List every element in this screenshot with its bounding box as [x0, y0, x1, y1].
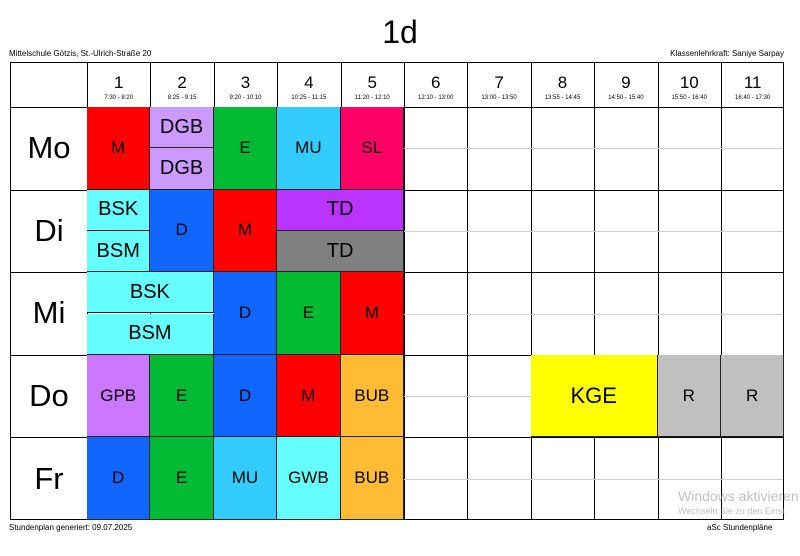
period-time: 13:00 - 13:50: [481, 95, 517, 101]
lesson-cell[interactable]: BUB: [340, 354, 404, 438]
lesson-cell[interactable]: TD: [277, 230, 404, 273]
lesson-cell[interactable]: BSK: [87, 189, 151, 231]
lesson-cell[interactable]: BSM: [87, 230, 151, 273]
period-number: 3: [240, 73, 251, 92]
period-time: 8:25 - 9:15: [167, 95, 197, 101]
lesson-cell[interactable]: E: [213, 107, 278, 190]
period-time: 10:25 - 11:15: [291, 95, 327, 101]
lesson-cell[interactable]: M: [340, 272, 404, 355]
period-header: 2 8:25 - 9:15: [150, 63, 213, 107]
period-header: 6 12:10 - 13:00: [404, 63, 467, 107]
period-header: 3 9:20 - 10:10: [214, 63, 277, 107]
grid-column-line: [658, 63, 659, 519]
lesson-cell[interactable]: GPB: [87, 354, 151, 438]
lesson-cell[interactable]: E: [150, 437, 214, 520]
activation-watermark-title: Windows aktivieren: [678, 488, 799, 504]
day-label: Fr: [34, 460, 64, 496]
period-number: 5: [367, 73, 378, 92]
period-number: 9: [621, 73, 631, 92]
lesson-cell[interactable]: DGB: [150, 148, 214, 190]
period-header: 5 11:20 - 12:10: [341, 63, 404, 107]
period-number: 11: [743, 73, 762, 92]
lesson-cell[interactable]: BSM: [87, 313, 214, 355]
brand-label: aSc Stundenpläne: [707, 523, 773, 532]
period-time: 12:10 - 13:00: [418, 95, 454, 101]
period-number: 2: [177, 73, 187, 92]
half-row-line: [87, 314, 783, 315]
lesson-cell[interactable]: R: [721, 354, 785, 438]
activation-watermark-text: Wechseln Sie zu den Einst: [678, 506, 785, 516]
lesson-cell[interactable]: E: [277, 272, 341, 355]
lesson-cell[interactable]: R: [657, 354, 721, 438]
lesson-cell[interactable]: D: [87, 437, 151, 520]
lesson-cell[interactable]: MU: [213, 437, 278, 520]
generated-date: Stundenplan generiert: 09.07.2025: [9, 523, 133, 532]
lesson-cell[interactable]: M: [213, 189, 278, 273]
period-time: 14:50 - 15:40: [608, 95, 644, 101]
period-time: 9:20 - 10:10: [229, 95, 262, 101]
school-name: Mittelschule Götzis, St.-Ulrich-Straße 2…: [9, 49, 152, 58]
class-title: 1d: [382, 14, 418, 50]
period-number: 4: [304, 73, 314, 92]
class-teacher: Klassenlehrkraft: Saniye Sarpay: [670, 49, 784, 58]
lesson-cell[interactable]: BUB: [340, 437, 404, 520]
period-header: 4 10:25 - 11:15: [277, 63, 340, 107]
grid-column-line: [721, 63, 722, 519]
lesson-cell[interactable]: SL: [340, 107, 404, 190]
period-number: 6: [430, 73, 441, 92]
lesson-cell[interactable]: E: [150, 354, 214, 438]
lesson-cell[interactable]: KGE: [530, 354, 658, 438]
grid-column-line: [531, 63, 532, 519]
day-label: Mi: [32, 295, 66, 331]
lesson-cell[interactable]: MU: [277, 107, 341, 190]
period-number: 8: [557, 73, 568, 92]
lesson-cell[interactable]: M: [87, 107, 151, 190]
half-row-line: [87, 148, 783, 149]
day-label: Di: [34, 212, 64, 248]
grid-column-line: [467, 63, 468, 519]
period-header: 9 14:50 - 15:40: [594, 63, 657, 107]
lesson-cell[interactable]: BSK: [87, 272, 214, 314]
period-number: 1: [113, 73, 124, 92]
day-label: Do: [29, 378, 69, 414]
period-time: 7:30 - 8:20: [104, 95, 134, 101]
period-header: 7 13:00 - 13:50: [467, 63, 530, 107]
lesson-cell[interactable]: D: [213, 272, 278, 355]
period-number: 7: [494, 73, 504, 92]
lesson-cell[interactable]: GWB: [277, 437, 341, 520]
lesson-cell[interactable]: M: [277, 354, 341, 438]
period-header: 1 7:30 - 8:20: [87, 63, 150, 107]
lesson-cell[interactable]: DGB: [150, 107, 214, 149]
day-label: Mo: [27, 130, 71, 166]
timetable-grid: 1 7:30 - 8:20 2 8:25 - 9:15 3 9:20 - 10:10 4 10…: [10, 62, 785, 520]
period-number: 10: [679, 73, 699, 92]
half-row-line: [87, 231, 783, 232]
period-header: 8 13:55 - 14:45: [531, 63, 594, 107]
half-row-line: [87, 396, 783, 397]
lesson-cell[interactable]: D: [213, 354, 278, 438]
lesson-cell[interactable]: D: [150, 189, 214, 273]
half-row-line: [87, 479, 783, 480]
lesson-cell[interactable]: TD: [277, 189, 404, 231]
period-time: 13:55 - 14:45: [544, 95, 581, 101]
grid-column-line: [404, 63, 405, 519]
grid-column-line: [594, 63, 595, 519]
period-header: 10 15:50 - 16:40: [658, 63, 721, 107]
period-header: 11 16:40 - 17:30: [721, 63, 784, 107]
period-time: 11:20 - 12:10: [354, 95, 390, 101]
period-time: 15:50 - 16:40: [671, 95, 707, 101]
period-time: 16:40 - 17:30: [735, 95, 771, 101]
